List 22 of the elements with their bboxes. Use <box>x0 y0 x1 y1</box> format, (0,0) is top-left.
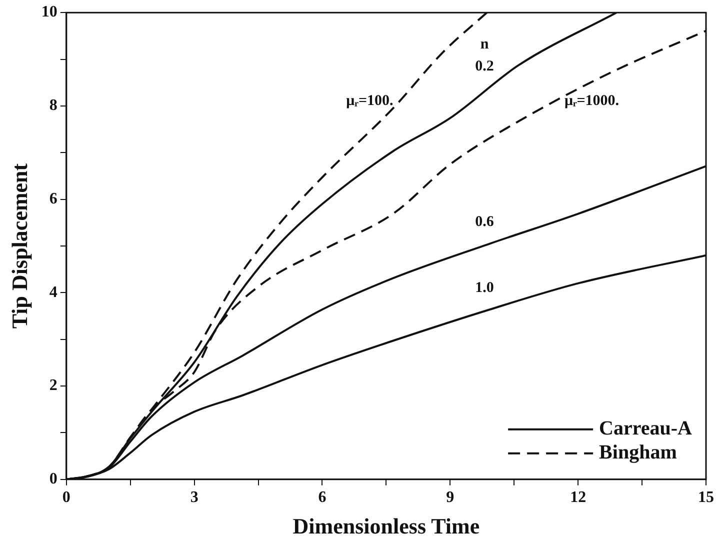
y-tick-label: 2 <box>49 377 58 394</box>
x-tick-label: 9 <box>446 489 454 506</box>
y-axis-title: Tip Displacement <box>6 162 32 329</box>
x-axis-title: Dimensionless Time <box>292 513 480 538</box>
x-tick-label: 15 <box>698 489 714 506</box>
annotation: n <box>480 36 490 52</box>
y-tick-label: 4 <box>49 284 58 301</box>
x-tick-label: 3 <box>190 489 198 506</box>
annotation: Carreau-A <box>599 418 693 440</box>
y-tick-label: 0 <box>49 470 58 488</box>
series-label: 0.6 <box>475 214 494 230</box>
y-tick-label: 6 <box>49 190 58 208</box>
x-tick-label: 6 <box>318 489 326 506</box>
annotation: Bingham <box>599 442 678 464</box>
y-tick-label: 10 <box>41 4 58 21</box>
y-tick-label: 8 <box>49 97 58 114</box>
series-label: 1.0 <box>475 280 494 296</box>
series-label: μᵣ=1000. <box>564 93 620 110</box>
series-label: μᵣ=100. <box>346 93 394 110</box>
x-tick-label: 0 <box>62 489 70 506</box>
series-label: 0.2 <box>475 58 494 74</box>
x-tick-label: 12 <box>570 489 586 506</box>
